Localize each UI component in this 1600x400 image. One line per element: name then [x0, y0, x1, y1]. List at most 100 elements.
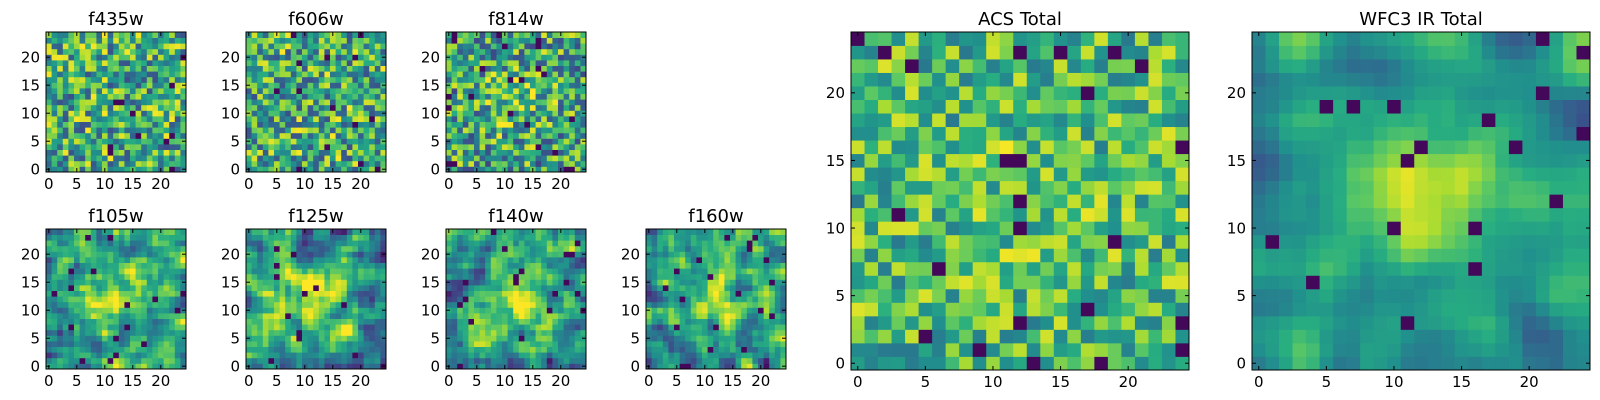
heatmap-cell [313, 262, 320, 269]
heatmap-cell [124, 296, 131, 303]
heatmap-cell [541, 65, 548, 72]
heatmap-cell [335, 335, 342, 342]
heatmap-cell [541, 160, 548, 167]
heatmap-cell [690, 324, 697, 331]
heatmap-cell [262, 324, 269, 331]
heatmap-cell [330, 132, 336, 139]
heatmap-cell [313, 318, 320, 325]
heatmap-cell [307, 138, 314, 145]
heatmap-cell [51, 37, 58, 44]
heatmap-cell [380, 149, 387, 156]
heatmap-cell [158, 37, 164, 44]
heatmap-cell [1107, 302, 1122, 317]
heatmap-cell [152, 234, 159, 241]
heatmap-cell [46, 37, 52, 44]
heatmap-cell [945, 167, 960, 182]
heatmap-cell [57, 307, 64, 314]
heatmap-cell [158, 160, 164, 167]
heatmap-cell [468, 71, 475, 78]
heatmap-cell [446, 144, 452, 150]
heatmap-cell [74, 104, 80, 111]
heatmap-cell [541, 257, 548, 263]
heatmap-cell [474, 116, 480, 122]
heatmap-cell [451, 245, 458, 252]
heatmap-cell [878, 329, 892, 344]
heatmap-cell [730, 352, 736, 359]
heatmap-cell [563, 279, 570, 286]
heatmap-cell [530, 99, 536, 106]
heatmap-cell [68, 251, 75, 258]
heatmap-cell [285, 262, 292, 269]
heatmap-cell [324, 166, 331, 173]
heatmap-cell [530, 160, 536, 167]
heatmap-cell [646, 290, 652, 297]
heatmap-cell [346, 279, 353, 286]
heatmap-cell [341, 335, 348, 342]
heatmap-cell [158, 262, 164, 269]
heatmap-cell [541, 251, 548, 258]
heatmap-cell [474, 88, 480, 94]
heatmap-cell [146, 121, 153, 128]
heatmap-cell [451, 93, 458, 100]
heatmap-cell [558, 285, 564, 291]
heatmap-cell [257, 357, 264, 364]
heatmap-cell [68, 335, 75, 342]
heatmap-cell [462, 43, 469, 50]
heatmap-cell [864, 288, 879, 303]
heatmap-cell [341, 43, 348, 50]
heatmap-cell [163, 245, 170, 252]
heatmap-cell [102, 149, 108, 156]
heatmap-cell [57, 60, 64, 66]
heatmap-cell [646, 240, 652, 247]
heatmap-cell [302, 54, 308, 61]
heatmap-cell [724, 329, 731, 336]
heatmap-cell [174, 160, 181, 167]
heatmap-cell [1175, 194, 1190, 209]
heatmap-cell [163, 121, 170, 128]
heatmap-cell [85, 132, 92, 139]
heatmap-cell [141, 257, 148, 263]
heatmap-cell [485, 166, 492, 173]
heatmap-cell [668, 279, 675, 286]
heatmap-cell [535, 357, 542, 364]
heatmap-cell [90, 313, 97, 319]
heatmap-cell [380, 160, 387, 167]
heatmap-cell [535, 296, 542, 303]
heatmap-cell [107, 279, 114, 286]
heatmap-cell [307, 166, 314, 173]
heatmap-cell [558, 335, 564, 342]
heatmap-cell [307, 149, 314, 156]
heatmap-cell [479, 324, 486, 331]
heatmap-cell [945, 288, 960, 303]
heatmap-cell [457, 301, 464, 308]
heatmap-cell [451, 279, 458, 286]
heatmap-cell [769, 357, 776, 364]
heatmap-cell [513, 132, 520, 139]
heatmap-cell [502, 116, 508, 122]
heatmap-cell [124, 268, 131, 275]
heatmap-cell [535, 301, 542, 308]
heatmap-cell [457, 121, 464, 128]
heatmap-cell [1026, 234, 1041, 249]
heatmap-cell [246, 144, 252, 150]
heatmap-cell [124, 76, 131, 83]
heatmap-cell [62, 54, 69, 61]
heatmap-cell [479, 273, 486, 280]
heatmap-cell [296, 352, 303, 359]
heatmap-cell [552, 335, 559, 342]
heatmap-cell [279, 60, 286, 66]
heatmap-cell [569, 324, 576, 331]
heatmap-cell [90, 273, 97, 280]
heatmap-cell [352, 166, 359, 173]
heatmap-cell [85, 245, 92, 252]
heatmap-cell [724, 341, 731, 347]
heatmap-cell [324, 257, 331, 263]
heatmap-cell [741, 318, 748, 325]
heatmap-cell [580, 313, 587, 319]
heatmap-cell [479, 240, 486, 247]
heatmap-cell [1067, 329, 1082, 344]
heatmap-cell [274, 149, 280, 156]
heatmap-cell [113, 296, 120, 303]
heatmap-cell [57, 149, 64, 156]
heatmap-cell [490, 149, 497, 156]
